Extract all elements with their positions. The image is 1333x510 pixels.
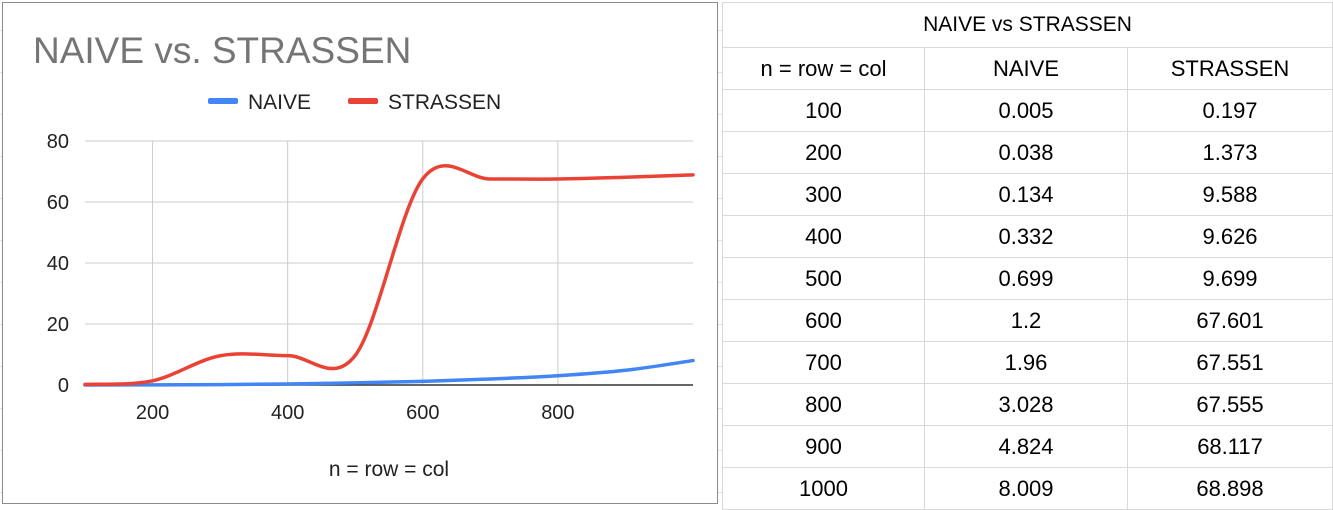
table-row: 900 4.824 68.117 bbox=[722, 425, 1333, 468]
table-cell[interactable]: 0.038 bbox=[924, 131, 1128, 174]
table-row: 600 1.2 67.601 bbox=[722, 299, 1333, 342]
table-cell[interactable]: 300 bbox=[722, 173, 925, 216]
table-title-row: NAIVE vs STRASSEN bbox=[721, 2, 1333, 48]
legend-label-naive: NAIVE bbox=[248, 91, 311, 114]
table-row: 800 3.028 67.555 bbox=[722, 383, 1333, 426]
table-cell[interactable]: 68.117 bbox=[1126, 425, 1333, 468]
table-cell[interactable]: 200 bbox=[722, 131, 925, 174]
table-cell[interactable]: 600 bbox=[722, 299, 925, 342]
chart-card[interactable]: NAIVE vs. STRASSEN NAIVE STRASSEN 0 20 40 60 80… bbox=[2, 2, 718, 504]
table-cell[interactable]: 9.699 bbox=[1126, 257, 1333, 300]
table-row: 300 0.134 9.588 bbox=[722, 173, 1333, 216]
table-cell[interactable]: 500 bbox=[722, 257, 925, 300]
table-cell[interactable]: 400 bbox=[722, 215, 925, 258]
table-cell[interactable]: 67.555 bbox=[1126, 383, 1333, 426]
table-cell[interactable]: 67.601 bbox=[1126, 299, 1333, 342]
table-cell[interactable]: 68.898 bbox=[1126, 467, 1333, 510]
table-cell[interactable]: 9.626 bbox=[1126, 215, 1333, 258]
legend-swatch-strassen bbox=[348, 98, 378, 104]
table-cell[interactable]: 0.332 bbox=[924, 215, 1128, 258]
table-row: 200 0.038 1.373 bbox=[722, 131, 1333, 174]
table-cell[interactable]: 900 bbox=[722, 425, 925, 468]
table-cell[interactable]: 1.96 bbox=[924, 341, 1128, 384]
table-cell[interactable]: 0.699 bbox=[924, 257, 1128, 300]
table-title[interactable]: NAIVE vs STRASSEN bbox=[721, 2, 1333, 48]
table-header-row: n = row = col NAIVE STRASSEN bbox=[722, 47, 1333, 90]
table-row: 400 0.332 9.626 bbox=[722, 215, 1333, 258]
x-axis-label: n = row = col bbox=[329, 458, 449, 481]
table-cell[interactable]: 700 bbox=[722, 341, 925, 384]
table-row: 700 1.96 67.551 bbox=[722, 341, 1333, 384]
legend-label-strassen: STRASSEN bbox=[388, 91, 501, 114]
table-cell[interactable]: 0.005 bbox=[924, 89, 1128, 132]
x-tick-label: 400 bbox=[271, 402, 304, 424]
x-tick-label: 200 bbox=[136, 402, 169, 424]
series-line-strassen bbox=[83, 164, 695, 387]
table-cell[interactable]: 0.197 bbox=[1126, 89, 1333, 132]
x-tick-label: 800 bbox=[541, 402, 574, 424]
header-cell-naive[interactable]: NAIVE bbox=[924, 47, 1128, 90]
y-tick-label: 60 bbox=[47, 192, 69, 214]
data-table-container: NAIVE vs STRASSEN n = row = col NAIVE ST… bbox=[721, 2, 1333, 510]
table-cell[interactable]: 4.824 bbox=[924, 425, 1128, 468]
table-cell[interactable]: 0.134 bbox=[924, 173, 1128, 216]
data-table: NAIVE vs STRASSEN n = row = col NAIVE ST… bbox=[721, 2, 1333, 510]
table-row: 500 0.699 9.699 bbox=[722, 257, 1333, 300]
header-cell-strassen[interactable]: STRASSEN bbox=[1126, 47, 1333, 90]
y-tick-label: 80 bbox=[47, 131, 69, 153]
table-row: 1000 8.009 68.898 bbox=[722, 467, 1333, 510]
header-cell-n[interactable]: n = row = col bbox=[722, 47, 925, 90]
table-cell[interactable]: 100 bbox=[722, 89, 925, 132]
table-cell[interactable]: 67.551 bbox=[1126, 341, 1333, 384]
chart-title: NAIVE vs. STRASSEN bbox=[33, 30, 411, 71]
table-cell[interactable]: 800 bbox=[722, 383, 925, 426]
y-tick-label: 40 bbox=[47, 253, 69, 275]
table-cell[interactable]: 1000 bbox=[722, 467, 925, 510]
legend-swatch-naive bbox=[208, 98, 238, 104]
table-cell[interactable]: 1.373 bbox=[1126, 131, 1333, 174]
table-cell[interactable]: 9.588 bbox=[1126, 173, 1333, 216]
series-line-naive bbox=[83, 358, 695, 387]
line-chart: NAIVE vs. STRASSEN NAIVE STRASSEN 0 20 40 60 80… bbox=[33, 30, 695, 481]
y-tick-label: 0 bbox=[58, 375, 69, 397]
table-cell[interactable]: 8.009 bbox=[924, 467, 1128, 510]
table-cell[interactable]: 1.2 bbox=[924, 299, 1128, 342]
y-tick-label: 20 bbox=[47, 314, 69, 336]
table-row: 100 0.005 0.197 bbox=[722, 89, 1333, 132]
table-cell[interactable]: 3.028 bbox=[924, 383, 1128, 426]
x-tick-label: 600 bbox=[406, 402, 439, 424]
